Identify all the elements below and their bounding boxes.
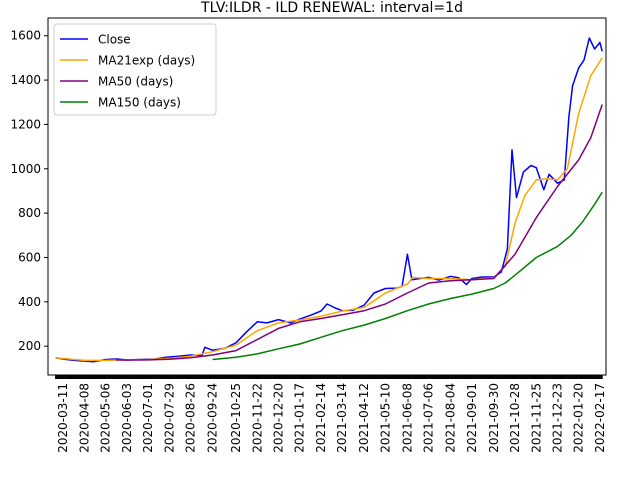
legend-box bbox=[53, 23, 217, 116]
x-tick-label: 2021-07-06 bbox=[422, 383, 436, 453]
y-axis: 200 400 600 800 1000 1200 1400 1600 bbox=[10, 29, 48, 353]
x-tick-label: 2021-02-14 bbox=[314, 383, 328, 453]
x-tick-label: 2021-03-14 bbox=[335, 383, 349, 453]
legend: Close MA21exp (days) MA50 (days) MA150 (day… bbox=[53, 23, 217, 116]
x-tick-label: 2020-10-25 bbox=[229, 383, 243, 453]
x-tick-label: 2020-05-06 bbox=[99, 383, 113, 453]
y-tick-label: 1000 bbox=[10, 162, 41, 176]
series-line-0 bbox=[55, 37, 603, 363]
x-tick-label: 2020-07-29 bbox=[162, 383, 176, 453]
x-tick-label: 2021-01-17 bbox=[293, 383, 307, 453]
x-tick-label: 2020-08-26 bbox=[184, 383, 198, 453]
y-tick-label: 1200 bbox=[10, 117, 41, 131]
x-tick-label: 2020-06-03 bbox=[120, 383, 134, 453]
x-tick-label: 2021-09-30 bbox=[487, 383, 501, 453]
x-tick-label: 2022-01-20 bbox=[572, 383, 586, 453]
y-tick-label: 400 bbox=[18, 295, 41, 309]
x-tick-label: 2021-04-12 bbox=[357, 383, 371, 453]
y-tick-label: 200 bbox=[18, 339, 41, 353]
x-tick-label: 2021-12-23 bbox=[550, 383, 564, 453]
legend-label: Close bbox=[98, 33, 131, 47]
legend-label: MA21exp (days) bbox=[98, 54, 195, 68]
series-line-2 bbox=[116, 104, 603, 361]
y-tick-label: 1400 bbox=[10, 73, 41, 87]
x-tick-label: 2020-04-08 bbox=[77, 383, 91, 453]
x-tick-label: 2021-10-28 bbox=[508, 383, 522, 453]
legend-label: MA50 (days) bbox=[98, 75, 173, 89]
series-line-3 bbox=[212, 191, 603, 361]
legend-label: MA150 (days) bbox=[98, 96, 181, 110]
x-tick-label: 2021-11-25 bbox=[529, 383, 543, 453]
x-tick-label: 2021-06-08 bbox=[400, 383, 414, 453]
x-tick-label: 2021-05-10 bbox=[378, 383, 392, 453]
plot-area bbox=[55, 37, 603, 363]
y-tick-label: 600 bbox=[18, 250, 41, 264]
x-tick-label: 2020-09-24 bbox=[206, 383, 220, 453]
x-tick-label: 2021-08-04 bbox=[444, 383, 458, 453]
y-tick-label: 1600 bbox=[10, 29, 41, 43]
x-axis: 2020-03-11 2020-04-08 2020-05-06 2020-06-03… bbox=[55, 375, 607, 453]
x-tick-label: 2020-11-22 bbox=[250, 383, 264, 453]
x-tick-label: 2020-03-11 bbox=[56, 383, 70, 453]
series-line-1 bbox=[55, 57, 603, 362]
y-tick-label: 800 bbox=[18, 206, 41, 220]
x-tick-label: 2021-09-01 bbox=[465, 383, 479, 453]
x-tick-label: 2020-12-20 bbox=[271, 383, 285, 453]
chart-title: TLV:ILDR - ILD RENEWAL: interval=1d bbox=[200, 0, 463, 16]
x-tick-label: 2020-07-01 bbox=[141, 383, 155, 453]
x-tick-label: 2022-02-17 bbox=[593, 383, 607, 453]
